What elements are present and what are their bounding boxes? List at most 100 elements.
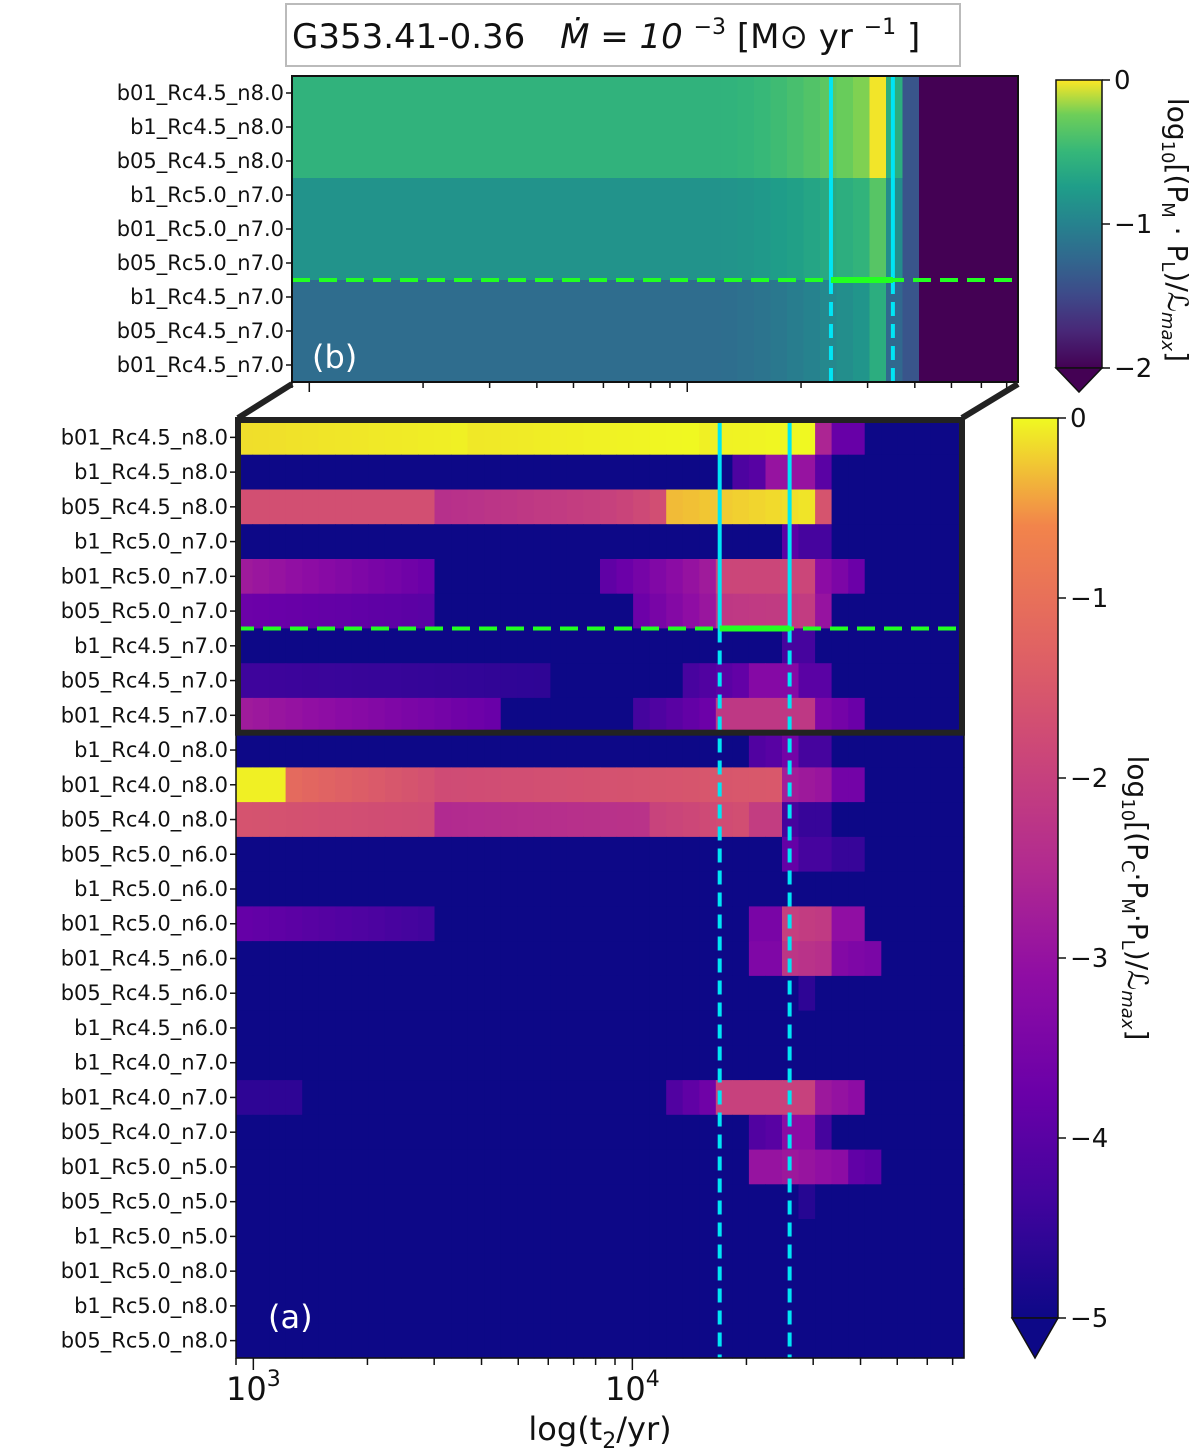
panel-a-cell xyxy=(798,593,816,629)
panel-a-cell xyxy=(368,906,386,942)
panel-a-cell xyxy=(666,1080,684,1116)
panel-a-cell xyxy=(616,420,634,456)
panel-a-cell xyxy=(318,697,336,734)
panel-a-cell xyxy=(302,1219,320,1255)
panel-a-cell xyxy=(616,1184,634,1220)
panel-b-cell xyxy=(424,280,442,315)
panel-a-cell xyxy=(732,1080,750,1116)
panel-a-cell xyxy=(881,1080,899,1116)
panel-a-row-label: b1_Rc5.0_n5.0 xyxy=(74,1224,228,1249)
panel-a-cell xyxy=(600,975,618,1012)
panel-a-cell xyxy=(600,871,618,907)
panel-a-cell xyxy=(517,1323,535,1359)
panel-a-cell xyxy=(467,906,485,942)
panel-a-cell xyxy=(533,1219,551,1255)
panel-a-cell xyxy=(815,1010,833,1046)
panel-a-cell xyxy=(798,1045,816,1081)
panel-a-cell xyxy=(302,524,320,560)
panel-b-cell xyxy=(424,144,442,179)
panel-a-cell xyxy=(633,454,651,490)
panel-b-cell xyxy=(308,76,326,111)
panel-a-cell xyxy=(467,454,485,490)
panel-b-cell xyxy=(704,178,722,213)
panel-a-cell xyxy=(583,1045,601,1081)
zoom-connector-left xyxy=(236,381,294,421)
panel-b-cell xyxy=(457,178,475,213)
panel-a-cell xyxy=(947,1149,965,1185)
colorbar-b: 0−1−2 log10[(PM · PL)/ℒmax] xyxy=(1054,66,1194,394)
panel-b-cell xyxy=(803,246,821,281)
panel-a-cell xyxy=(533,697,551,734)
panel-b-cell xyxy=(721,110,739,145)
panel-a-cell xyxy=(649,767,667,803)
panel-a-cell xyxy=(418,1149,436,1185)
panel-a-cell xyxy=(418,420,436,456)
panel-a-cell xyxy=(782,697,800,734)
panel-a-cell xyxy=(335,836,353,873)
panel-a-cell xyxy=(947,1045,965,1081)
panel-a-cell xyxy=(583,663,601,699)
panel-a-cell xyxy=(236,1253,254,1290)
panel-a-cell xyxy=(732,1114,750,1151)
panel-a-cell xyxy=(600,420,618,456)
panel-a-cell xyxy=(550,1149,568,1185)
panel-b-cell xyxy=(374,76,392,111)
panel-a-cell xyxy=(484,628,502,664)
panel-a-cell xyxy=(600,697,618,734)
title-units: [M⊙ yr xyxy=(737,17,853,57)
panel-b-cell xyxy=(572,212,590,247)
panel-b-cell xyxy=(770,178,788,213)
panel-a-cell xyxy=(401,1114,419,1151)
panel-a-cell xyxy=(484,1253,502,1290)
panel-a-cell xyxy=(269,1149,287,1185)
panel-a-cell xyxy=(897,975,915,1012)
panel-b-cell xyxy=(622,212,640,247)
panel-a-cell xyxy=(434,1045,452,1081)
panel-b-cell xyxy=(770,212,788,247)
panel-a-cell xyxy=(550,559,568,595)
panel-a-cell xyxy=(600,628,618,664)
panel-b-cell xyxy=(770,280,788,315)
panel-a-cell xyxy=(848,871,866,907)
panel-a-cell xyxy=(318,732,336,768)
panel-a-cell xyxy=(302,941,320,977)
panel-a-cell xyxy=(831,767,849,803)
panel-a-cell xyxy=(831,871,849,907)
panel-a-cell xyxy=(633,1323,651,1359)
panel-b-cell xyxy=(803,314,821,349)
panel-a-cell xyxy=(252,1080,270,1116)
panel-b-cell xyxy=(572,246,590,281)
panel-b-cell xyxy=(886,280,904,315)
panel-a-cell xyxy=(318,802,336,838)
panel-a-cell xyxy=(815,1184,833,1220)
panel-b-cell xyxy=(473,178,491,213)
panel-b-cell xyxy=(655,76,673,111)
panel-a-cell xyxy=(633,767,651,803)
panel-b-cell xyxy=(803,110,821,145)
panel-a-cell xyxy=(252,420,270,456)
panel-a-cell xyxy=(881,941,899,977)
panel-a-cell xyxy=(533,767,551,803)
panel-b-cell xyxy=(836,280,854,315)
panel-a-cell xyxy=(616,628,634,664)
panel-b-cell xyxy=(737,314,755,349)
panel-a-cell xyxy=(897,489,915,525)
panel-a-cell xyxy=(831,1288,849,1324)
panel-b-cell xyxy=(292,76,310,111)
panel-a-cell xyxy=(649,1253,667,1290)
panel-b-cell xyxy=(490,212,508,247)
panel-a-cell xyxy=(633,524,651,560)
panel-b-cell xyxy=(655,314,673,349)
panel-a-cell xyxy=(930,767,948,803)
panel-b-cell xyxy=(1001,212,1019,247)
panel-b-cell xyxy=(358,110,376,145)
panel-a-cell xyxy=(815,420,833,456)
panel-a-cell xyxy=(748,559,766,595)
panel-b-cell xyxy=(820,348,838,383)
panel-a-cell xyxy=(748,1080,766,1116)
panel-a-cell xyxy=(583,697,601,734)
panel-a-row-label: b05_Rc4.0_n7.0 xyxy=(61,1120,228,1145)
panel-b-cell xyxy=(440,280,458,315)
panel-b-cell xyxy=(853,178,871,213)
panel-a-cell xyxy=(484,1045,502,1081)
